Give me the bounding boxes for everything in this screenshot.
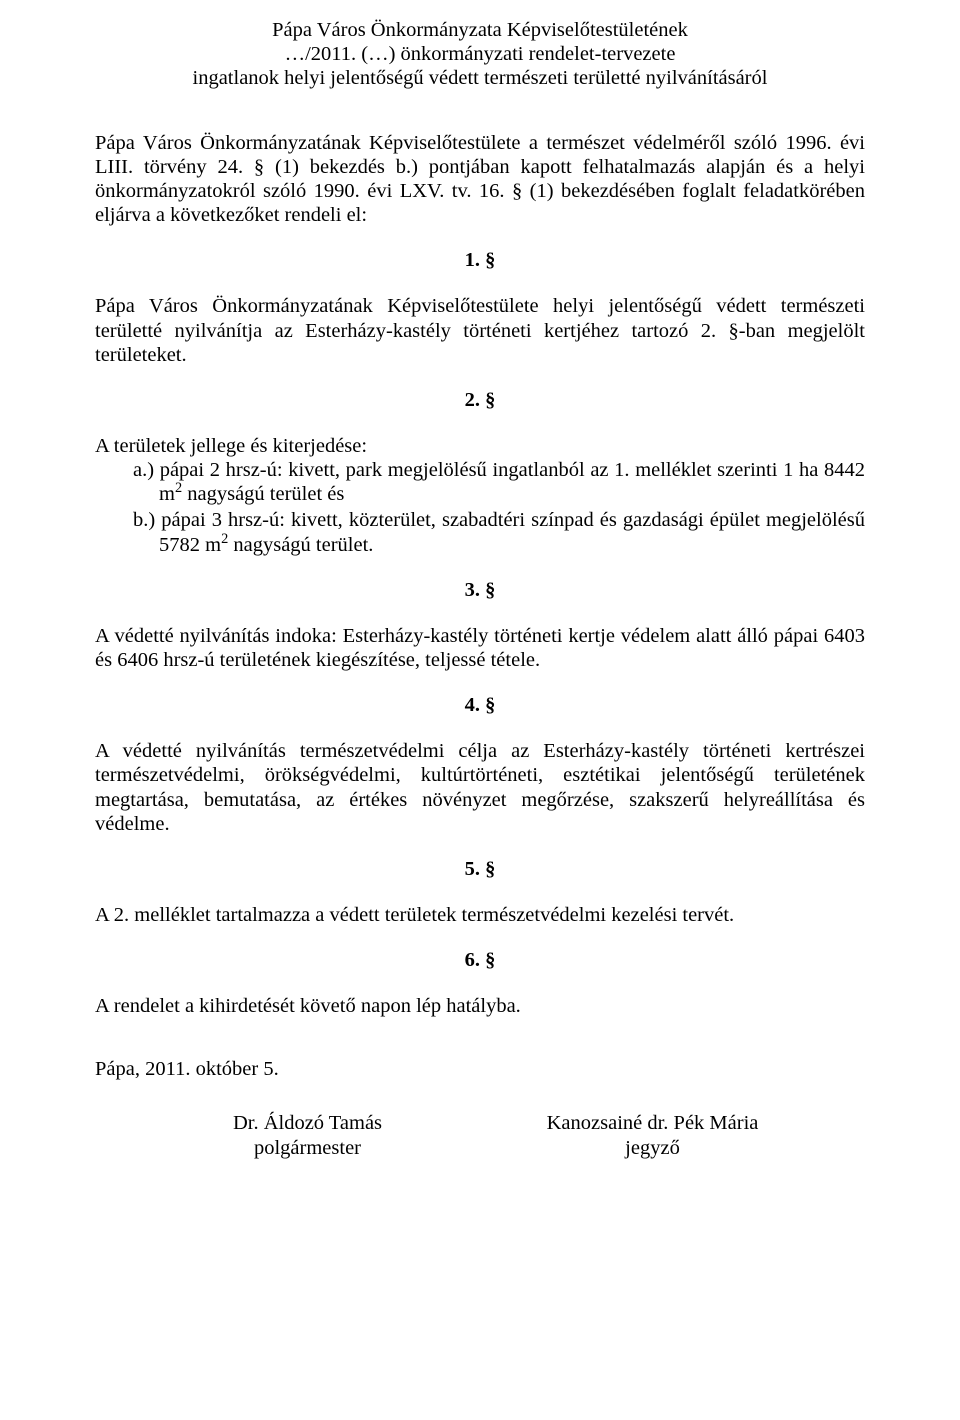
section-3-text: A védetté nyilvánítás indoka: Esterházy-… [95, 624, 865, 672]
section-2-num: 2. § [95, 389, 865, 412]
date-line: Pápa, 2011. október 5. [95, 1058, 865, 1081]
header-line-2: …/2011. (…) önkormányzati rendelet-terve… [95, 42, 865, 66]
sign-left-name: Dr. Áldozó Tamás [135, 1111, 480, 1135]
section-2-intro: A területek jellege és kiterjedése: [95, 434, 865, 458]
signature-right: Kanozsainé dr. Pék Mária jegyző [480, 1111, 825, 1159]
section-2-body: A területek jellege és kiterjedése: a.) … [95, 434, 865, 557]
section-4-num: 4. § [95, 694, 865, 717]
section-1-num: 1. § [95, 249, 865, 272]
header-line-3: ingatlanok helyi jelentőségű védett term… [95, 66, 865, 90]
section-4-text: A védetté nyilvánítás természetvédelmi c… [95, 739, 865, 836]
section-5-text: A 2. melléklet tartalmazza a védett terü… [95, 903, 865, 927]
sign-right-title: jegyző [480, 1136, 825, 1160]
sign-right-name: Kanozsainé dr. Pék Mária [480, 1111, 825, 1135]
section-1-text: Pápa Város Önkormányzatának Képviselőtes… [95, 294, 865, 367]
s2-a-post: nagyságú terület és [182, 483, 344, 505]
section-6-text: A rendelet a kihirdetését követő napon l… [95, 994, 865, 1018]
preamble: Pápa Város Önkormányzatának Képviselőtes… [95, 131, 865, 228]
signature-left: Dr. Áldozó Tamás polgármester [135, 1111, 480, 1159]
section-6-num: 6. § [95, 949, 865, 972]
document-page: Pápa Város Önkormányzata Képviselőtestül… [0, 0, 960, 1190]
sign-left-title: polgármester [135, 1136, 480, 1160]
section-2-item-b: b.) pápai 3 hrsz-ú: kivett, közterület, … [95, 508, 865, 556]
header-line-1: Pápa Város Önkormányzata Képviselőtestül… [95, 18, 865, 42]
section-2-item-a: a.) pápai 2 hrsz-ú: kivett, park megjelö… [95, 458, 865, 506]
section-5-num: 5. § [95, 858, 865, 881]
section-3-num: 3. § [95, 579, 865, 602]
s2-b-post: nagyságú terület. [228, 534, 373, 556]
signature-row: Dr. Áldozó Tamás polgármester Kanozsainé… [95, 1111, 865, 1159]
